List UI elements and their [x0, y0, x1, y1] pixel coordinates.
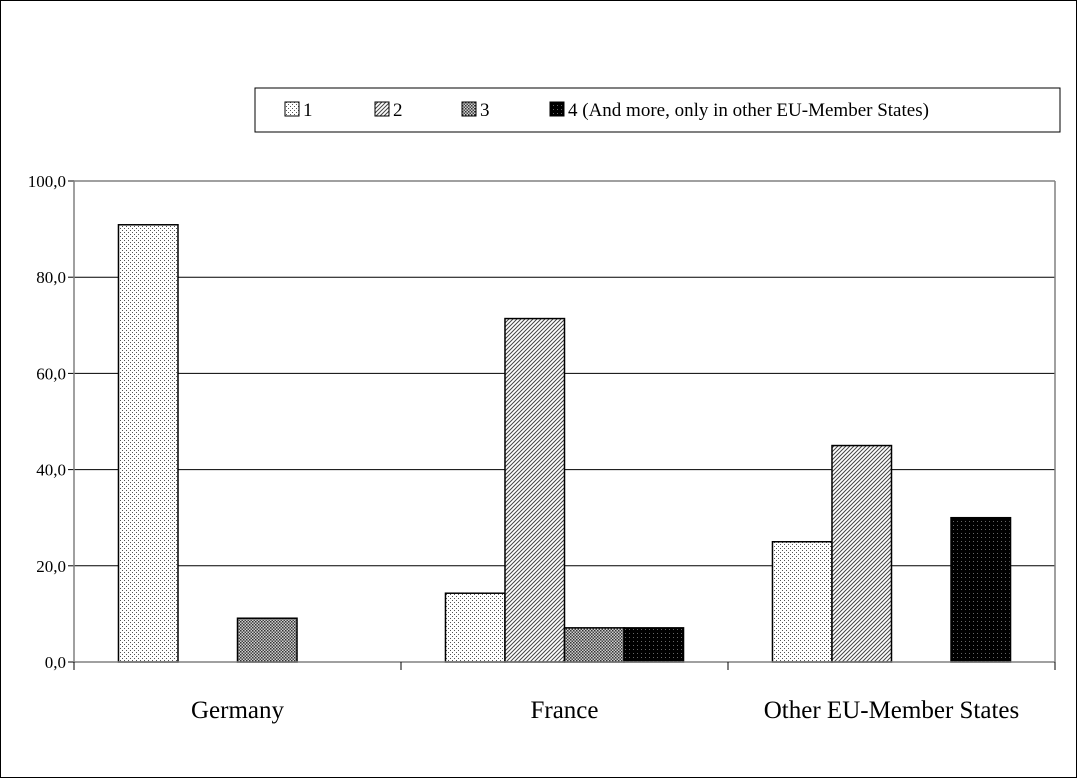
- category-label: France: [530, 697, 598, 724]
- legend-label-3: 3: [480, 100, 490, 121]
- legend: 1 2 3 4 (And more, only in other EU-Memb…: [254, 87, 1061, 133]
- y-tick-label: 100,0: [28, 172, 66, 191]
- category-labels: Germany France Other EU-Member States: [191, 697, 1019, 724]
- y-tick-label: 20,0: [36, 557, 66, 576]
- bar-series-2-other-eu-member-states: [831, 444, 893, 663]
- y-tick-label: 0,0: [45, 653, 66, 672]
- plot-area: 0,0 20,0 40,0 60,0 80,0 100,0 Germany France Ot…: [28, 172, 1056, 724]
- bars: [117, 224, 1012, 663]
- bar-series-1-france: [444, 592, 506, 663]
- legend-label-2: 2: [393, 100, 403, 121]
- legend-label-4: 4 (And more, only in other EU-Member Sta…: [568, 100, 929, 121]
- axes: [73, 180, 1056, 670]
- category-label: Germany: [191, 697, 285, 724]
- legend-swatch-1: [284, 101, 300, 117]
- bar-series-3-germany: [236, 617, 298, 663]
- legend-swatch-3: [461, 101, 477, 117]
- bar-series-1-other-eu-member-states: [771, 541, 833, 663]
- y-tick-label: 40,0: [36, 461, 66, 480]
- bar-series-4-other-eu-member-states: [950, 516, 1012, 663]
- category-label: Other EU-Member States: [764, 697, 1019, 724]
- y-tick-label: 80,0: [36, 268, 66, 287]
- legend-label-1: 1: [303, 100, 313, 121]
- bar-series-1-germany: [117, 224, 179, 663]
- legend-swatch-4: [549, 101, 565, 117]
- legend-swatch-2: [374, 101, 390, 117]
- y-tick-label: 60,0: [36, 364, 66, 383]
- bar-series-4-france: [623, 627, 685, 663]
- y-tick-labels: 0,0 20,0 40,0 60,0 80,0 100,0: [28, 172, 66, 672]
- bar-series-3-france: [563, 627, 625, 663]
- bar-series-2-france: [504, 317, 566, 663]
